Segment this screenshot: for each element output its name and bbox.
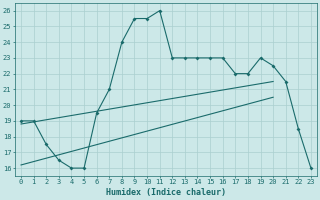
X-axis label: Humidex (Indice chaleur): Humidex (Indice chaleur) — [106, 188, 226, 197]
